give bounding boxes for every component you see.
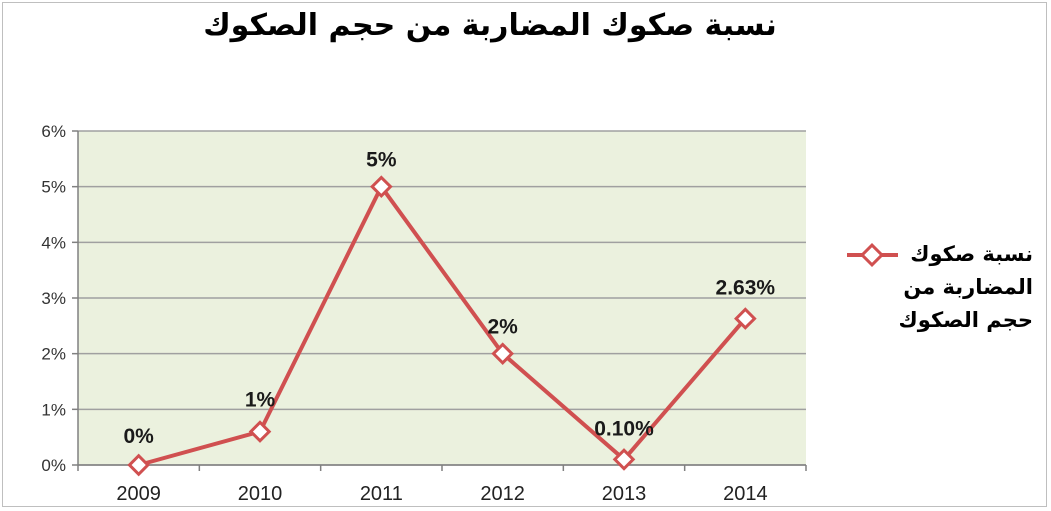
x-tick-label: 2012 xyxy=(480,483,525,505)
chart-title: نسبة صكوك المضاربة من حجم الصكوك xyxy=(203,8,777,43)
data-point-marker xyxy=(127,453,150,477)
data-label: 2% xyxy=(487,316,518,339)
data-point-marker xyxy=(248,420,272,443)
y-tick-label: 4% xyxy=(41,233,66,252)
data-point-marker xyxy=(370,175,393,198)
y-tick-label: 5% xyxy=(41,178,66,197)
x-tick-label: 2013 xyxy=(602,483,647,505)
x-tick-label: 2014 xyxy=(723,483,768,505)
legend: نسبة صكوك المضاربة من حجم الصكوك xyxy=(845,238,1045,348)
data-label: 2.63% xyxy=(716,277,776,300)
data-point-marker xyxy=(491,342,514,365)
y-tick-label: 6% xyxy=(41,122,66,141)
data-labels: 0% 1% 5% 2% 0.10% 2.63% xyxy=(123,149,775,448)
y-axis-ticks: 0% 1% 2% 3% 4% 5% 6% xyxy=(41,122,78,475)
data-points xyxy=(127,175,757,477)
x-tick-label: 2009 xyxy=(116,483,161,505)
data-point-marker xyxy=(734,307,757,330)
data-label: 0.10% xyxy=(594,417,654,440)
y-tick-label: 3% xyxy=(41,289,66,308)
data-point-marker xyxy=(612,448,636,471)
series-line xyxy=(138,184,747,467)
legend-label: نسبة صكوك المضاربة من حجم الصكوك xyxy=(898,242,1033,332)
data-label: 5% xyxy=(366,149,397,172)
y-tick-label: 1% xyxy=(41,400,66,419)
data-label: 1% xyxy=(245,389,276,412)
x-tick-label: 2010 xyxy=(238,483,283,505)
y-tick-label: 0% xyxy=(41,456,66,475)
legend-marker-icon xyxy=(847,243,898,267)
x-tick-label: 2011 xyxy=(360,483,403,505)
y-tick-label: 2% xyxy=(41,345,66,364)
x-axis-ticks: 2009 2010 2011 2012 2013 2014 xyxy=(77,465,807,505)
series-line-layer xyxy=(138,184,747,467)
data-label: 0% xyxy=(123,425,154,448)
